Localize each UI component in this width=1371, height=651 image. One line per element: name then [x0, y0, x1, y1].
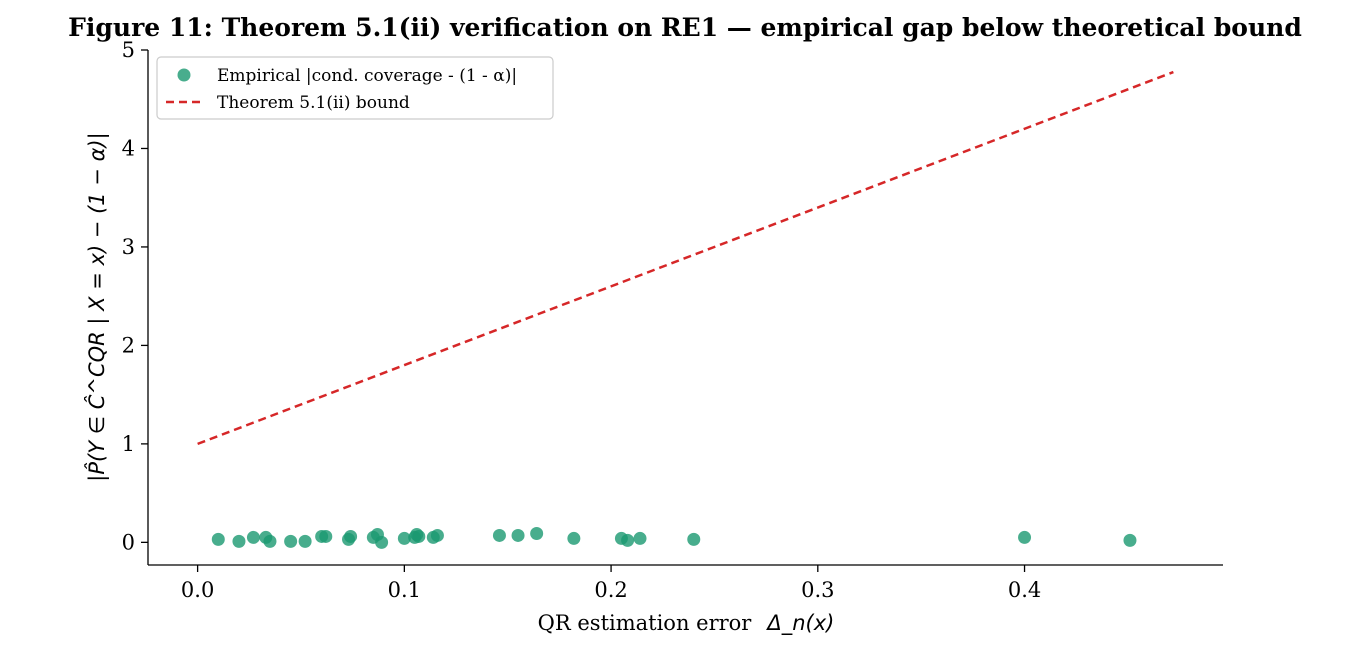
legend-marker-empirical	[177, 68, 191, 82]
x-ticks: 0.0 0.1 0.2 0.3 0.4	[181, 565, 1041, 602]
scatter-point	[511, 528, 525, 542]
y-tick-label: 1	[122, 432, 135, 456]
y-tick-label: 2	[122, 333, 135, 357]
scatter-point	[319, 529, 333, 543]
legend-box	[156, 56, 554, 120]
scatter-point	[530, 526, 544, 540]
legend: Empirical |cond. coverage - (1 - α)| The…	[156, 56, 554, 120]
scatter-point	[232, 534, 246, 548]
scatter-point	[284, 534, 298, 548]
x-tick-label: 0.4	[1008, 578, 1041, 602]
y-tick-label: 4	[122, 136, 135, 160]
scatter-point	[375, 535, 389, 549]
scatter-point	[492, 528, 506, 542]
x-axis-label-text: QR estimation error	[538, 611, 753, 635]
series-layer	[197, 70, 1174, 549]
y-tick-label: 0	[122, 530, 135, 554]
scatter-point	[397, 531, 411, 545]
scatter-point	[263, 534, 277, 548]
x-tick-label: 0.1	[388, 578, 421, 602]
scatter-point	[344, 529, 358, 543]
y-tick-label: 5	[122, 38, 135, 62]
scatter-point	[298, 534, 312, 548]
bound-line	[197, 70, 1174, 446]
scatter-point	[567, 531, 581, 545]
y-ticks: 0 1 2 3 4 5	[122, 38, 148, 554]
scatter-point	[621, 533, 635, 547]
y-tick-label: 3	[122, 235, 135, 259]
x-tick-label: 0.3	[801, 578, 834, 602]
scatter-point	[412, 529, 426, 543]
legend-label-empirical: Empirical |cond. coverage - (1 - α)|	[217, 66, 517, 86]
scatter-point	[211, 532, 225, 546]
x-tick-label: 0.0	[181, 578, 214, 602]
y-axis-label: |P̂(Y ∈ Ĉ^CQR | X = x) − (1 − α)|	[84, 132, 110, 481]
x-axis-label: QR estimation error Δ_n(x)	[538, 611, 835, 636]
legend-label-bound: Theorem 5.1(ii) bound	[217, 93, 410, 113]
scatter-point	[687, 532, 701, 546]
plot-area: 0.0 0.1 0.2 0.3 0.4 0 1 2 3 4 5	[122, 38, 1223, 602]
scatter-point	[430, 528, 444, 542]
scatter-point	[1018, 530, 1032, 544]
scatter-point	[1123, 533, 1137, 547]
x-axis-label-math: Δ_n(x)	[765, 611, 834, 636]
x-tick-label: 0.2	[594, 578, 627, 602]
chart-title: Figure 11: Theorem 5.1(ii) verification …	[68, 13, 1302, 42]
scatter-point	[246, 530, 260, 544]
scatter-point	[633, 531, 647, 545]
